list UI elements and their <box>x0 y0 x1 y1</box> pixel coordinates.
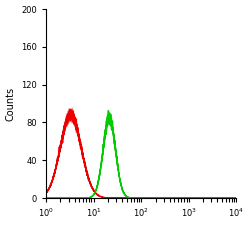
Y-axis label: Counts: Counts <box>6 86 16 121</box>
